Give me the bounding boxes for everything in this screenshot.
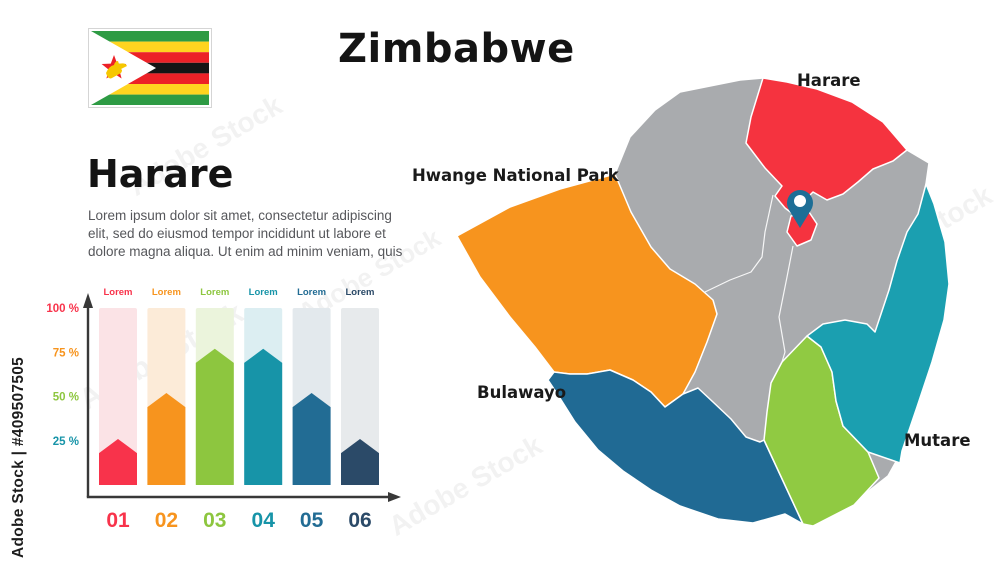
flag-stripe-red-top: [91, 52, 209, 63]
flag-stripe-yellow-top: [91, 41, 209, 53]
bar-top-label: Lorem: [345, 287, 374, 298]
y-tick-label: 75 %: [53, 347, 79, 359]
y-tick-label: 100 %: [46, 303, 79, 315]
region-matabeleland-north: [456, 173, 718, 408]
pin-hole: [794, 195, 806, 207]
y-tick-label: 25 %: [53, 436, 79, 448]
bar-track: [341, 308, 379, 485]
flag-stripe-red-bottom: [91, 73, 209, 84]
bar-category-label: 05: [300, 509, 324, 532]
pin-tip: [789, 210, 811, 228]
flag-bird-icon: [106, 61, 127, 79]
bar: [147, 392, 186, 485]
region-manicaland: [806, 183, 950, 464]
bar-category-label: 03: [203, 509, 226, 532]
bar-top-label: Lorem: [297, 287, 326, 298]
bar: [99, 438, 137, 485]
zimbabwe-flag: [88, 28, 212, 108]
city-heading: Harare: [87, 152, 234, 196]
x-axis-arrow-icon: [388, 492, 401, 502]
bar-chart-svg: Lorem 01 Lorem 02 Lorem 03 Lorem 04 Lorem 05 Lorem…: [46, 287, 401, 532]
bar-track: [99, 308, 137, 485]
bar-top-label: Lorem: [249, 287, 278, 298]
bar-chart: Lorem 01 Lorem 02 Lorem 03 Lorem 04 Lorem 05 Lorem…: [40, 278, 405, 543]
flag-stripe-green-bottom: [91, 94, 209, 105]
region-matabeleland-south: [547, 369, 804, 525]
bar-category-label: 02: [155, 509, 178, 532]
bar-category-label: 01: [106, 509, 130, 532]
bar-top-label: Lorem: [103, 287, 132, 298]
y-tick-label: 50 %: [53, 392, 79, 404]
map-label-mutare: Mutare: [904, 431, 971, 450]
bar-top-label: Lorem: [152, 287, 181, 298]
bar-category-label: 06: [348, 509, 371, 532]
flag-stripe-yellow-bottom: [91, 84, 209, 95]
bar: [341, 438, 379, 485]
region-mashonaland-north: [745, 77, 908, 215]
map-label-hwange-national-park: Hwange National Park: [412, 166, 619, 185]
map-label-harare: Harare: [797, 71, 861, 90]
flag-stripe-green-top: [91, 31, 209, 42]
bar: [292, 392, 331, 485]
map-label-bulawayo: Bulawayo: [477, 383, 567, 402]
map-regions: [456, 77, 950, 527]
description-text: Lorem ipsum dolor sit amet, consectetur …: [88, 208, 403, 260]
province-border-lines: [704, 194, 794, 384]
zimbabwe-map: [456, 77, 950, 527]
bar: [195, 348, 234, 485]
bar-top-label: Lorem: [200, 287, 229, 298]
stock-id-watermark: Adobe Stock | #409507505: [10, 356, 27, 558]
bar-category-label: 04: [252, 509, 276, 532]
y-axis-arrow-icon: [83, 293, 93, 308]
location-pin-icon: [787, 190, 813, 228]
bar: [244, 348, 283, 485]
page-title: Zimbabwe: [338, 26, 575, 72]
flag-triangle: [91, 31, 156, 105]
